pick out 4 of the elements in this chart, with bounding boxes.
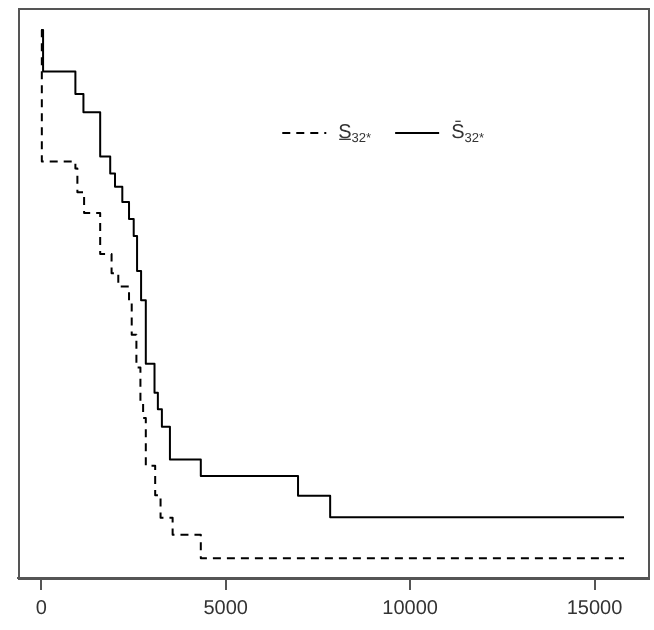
x-tick-label: 10000 [382,597,439,620]
x-tick-label: 0 [35,597,48,620]
x-tick-label: 15000 [566,597,624,620]
x-tick-label: 5000 [203,597,249,620]
